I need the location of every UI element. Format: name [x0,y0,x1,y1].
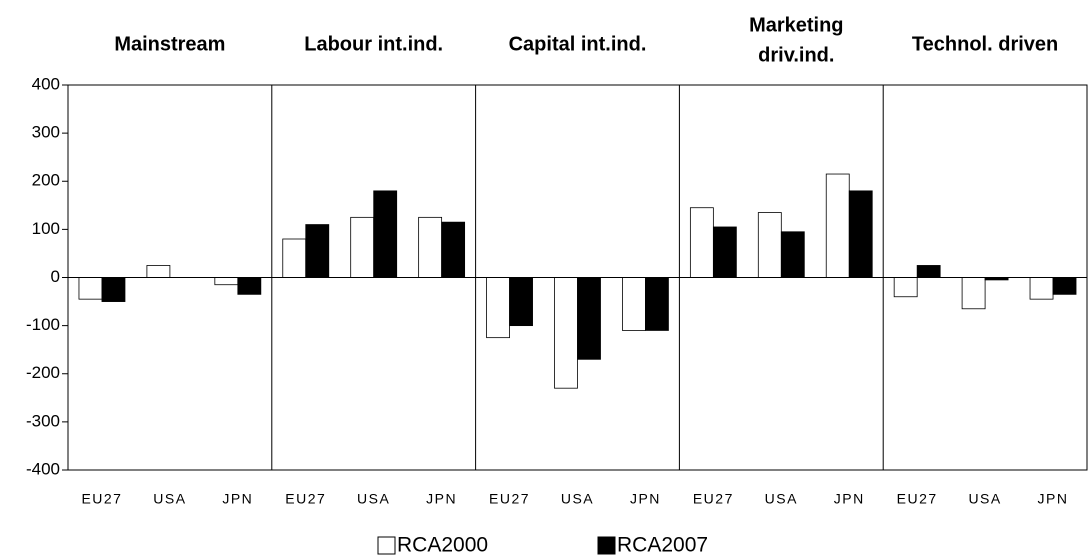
bar [486,277,510,339]
bar [689,207,714,278]
y-tick-label: -300 [26,411,60,430]
x-tick-label: USA [968,491,1001,507]
y-tick-label: 400 [32,74,60,93]
bar [146,265,171,278]
panel-title: Marketing [749,14,843,36]
bar [78,277,103,300]
bar [509,277,533,327]
x-tick-label: JPN [222,491,253,507]
y-tick-label: -400 [26,459,60,478]
x-tick-label: USA [765,491,798,507]
x-tick-label: EU27 [693,491,734,507]
panel-title: driv.ind. [758,44,834,66]
bar [214,277,239,286]
y-tick-label: -200 [26,363,60,382]
bar [893,277,918,298]
bar [554,277,578,389]
bar [101,277,126,302]
bar [1052,277,1077,295]
legend-label: RCA2000 [397,534,488,557]
bar [645,277,669,331]
x-tick-label: JPN [1038,491,1069,507]
bar [961,277,986,310]
bar [305,224,330,278]
bar [282,238,307,278]
legend-label: RCA2007 [617,534,708,557]
bar [577,277,601,360]
bar [712,226,737,278]
panel-title: Mainstream [114,33,225,55]
panel-title: Capital int.ind. [509,33,647,55]
bar [622,277,646,331]
bar [780,231,805,278]
x-tick-label: EU27 [285,491,326,507]
y-tick-label: 100 [32,219,60,238]
bar [373,190,398,278]
x-tick-label: EU27 [489,491,530,507]
legend-swatch [597,536,616,555]
y-tick-label: 0 [51,267,60,286]
bar [237,277,262,295]
x-tick-label: USA [153,491,186,507]
x-tick-label: JPN [426,491,457,507]
x-tick-label: USA [561,491,594,507]
bar [350,216,375,278]
bar [848,190,873,278]
bar [1029,277,1054,300]
legend-swatch [377,536,396,555]
bar [757,212,782,278]
plot-frame [67,84,1088,471]
x-tick-label: JPN [834,491,865,507]
y-tick-label: 300 [32,123,60,142]
bar [825,173,850,278]
bar [916,265,941,278]
panel-title: Technol. driven [912,33,1058,55]
y-tick-label: 200 [32,171,60,190]
x-tick-label: JPN [630,491,661,507]
x-tick-label: USA [357,491,390,507]
bar [441,221,466,278]
bar [418,216,443,278]
x-tick-label: EU27 [897,491,938,507]
y-tick-label: -100 [26,315,60,334]
panel-title: Labour int.ind. [304,33,443,55]
x-tick-label: EU27 [81,491,122,507]
